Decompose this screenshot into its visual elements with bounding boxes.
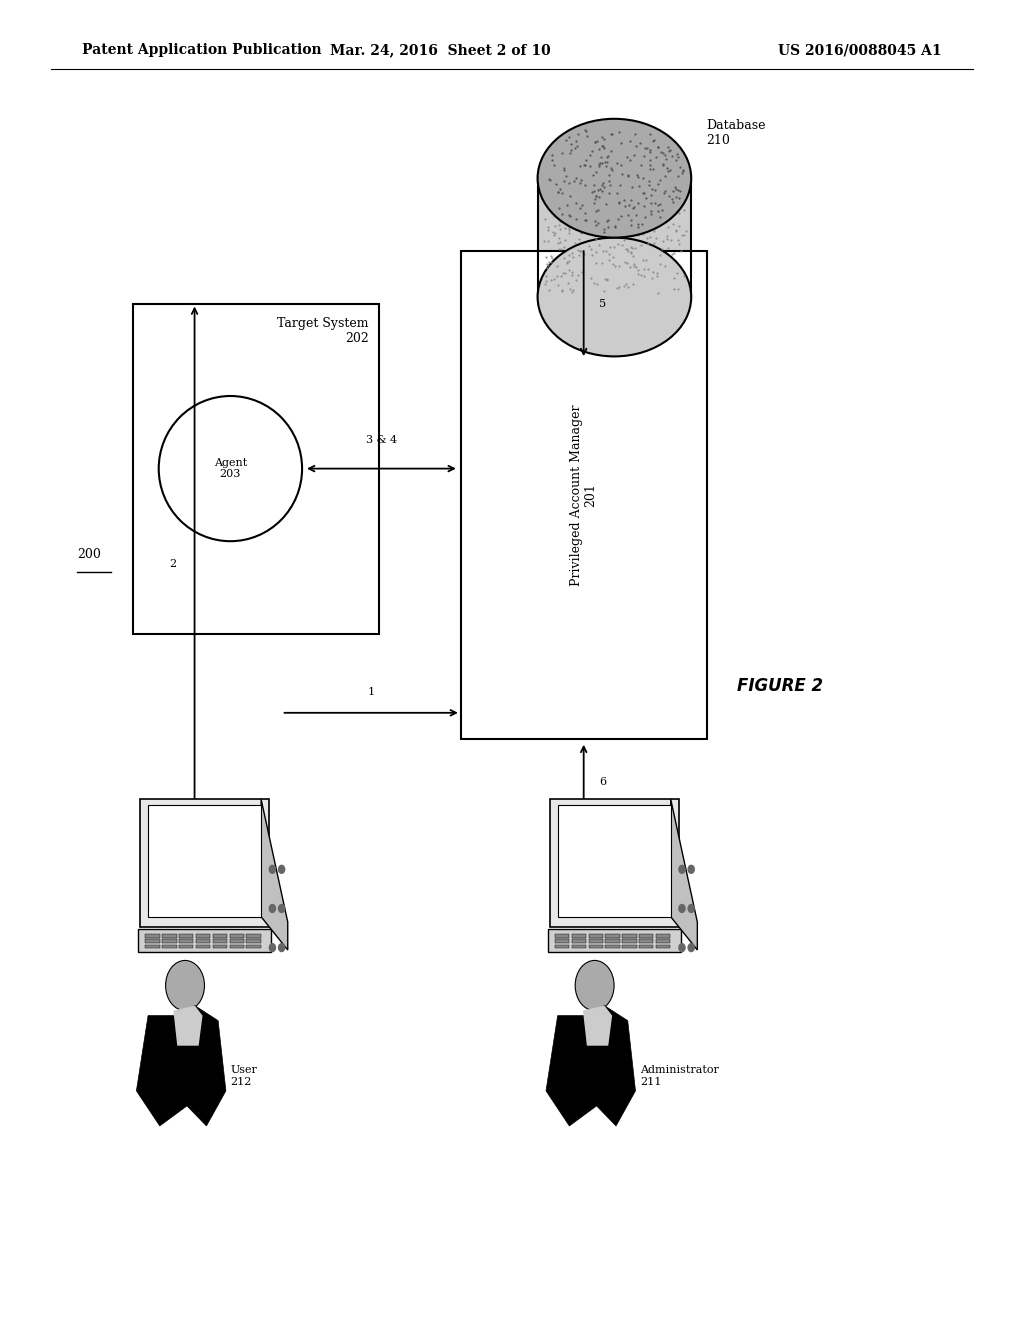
Bar [589,935,603,937]
Text: FIGURE 2: FIGURE 2 [737,677,823,696]
Polygon shape [173,1006,203,1045]
Bar [229,945,244,948]
Bar [213,940,227,942]
Polygon shape [538,178,691,297]
Bar [623,935,637,937]
Bar [229,935,244,937]
Circle shape [279,944,285,952]
Text: 200: 200 [77,548,100,561]
Bar [558,804,671,916]
Text: 3 & 4: 3 & 4 [366,434,397,445]
Polygon shape [671,799,697,950]
Bar [656,940,671,942]
Bar [571,940,586,942]
Bar [555,935,569,937]
Text: Target System
202: Target System 202 [278,317,369,345]
Polygon shape [583,1006,612,1045]
Circle shape [269,866,275,874]
Text: 2: 2 [169,560,176,569]
Ellipse shape [538,238,691,356]
Bar [247,940,261,942]
Text: Mar. 24, 2016  Sheet 2 of 10: Mar. 24, 2016 Sheet 2 of 10 [330,44,551,57]
Bar [555,945,569,948]
Bar [589,940,603,942]
Polygon shape [546,1006,636,1126]
Ellipse shape [159,396,302,541]
Bar [639,945,653,948]
Bar [550,799,679,927]
Bar [196,945,210,948]
Bar [229,940,244,942]
Text: Agent
203: Agent 203 [214,458,247,479]
Bar [589,945,603,948]
Circle shape [575,961,614,1011]
Bar [605,935,620,937]
Bar [571,935,586,937]
Bar [140,799,269,927]
Text: Administrator
211: Administrator 211 [640,1065,719,1086]
Bar [213,935,227,937]
Bar [162,940,176,942]
Bar [145,945,160,948]
Bar [656,935,671,937]
Circle shape [279,904,285,912]
Circle shape [679,866,685,874]
Bar [656,945,671,948]
Bar [196,935,210,937]
Bar [162,945,176,948]
Bar [213,945,227,948]
Bar [138,928,271,953]
Circle shape [166,961,205,1011]
Circle shape [269,944,275,952]
Text: US 2016/0088045 A1: US 2016/0088045 A1 [778,44,942,57]
Bar [605,940,620,942]
Bar [605,945,620,948]
Bar [145,940,160,942]
Bar [623,945,637,948]
Circle shape [679,944,685,952]
Bar [571,945,586,948]
Bar [555,940,569,942]
Circle shape [688,904,694,912]
Circle shape [279,866,285,874]
Bar [145,935,160,937]
Bar [196,940,210,942]
Circle shape [688,944,694,952]
Text: Privileged Account Manager
201: Privileged Account Manager 201 [569,404,598,586]
Text: 6: 6 [599,777,606,787]
Circle shape [679,904,685,912]
Bar [162,935,176,937]
Bar [148,804,261,916]
Text: Patent Application Publication: Patent Application Publication [82,44,322,57]
Text: 1: 1 [368,686,375,697]
Bar [133,304,379,634]
Bar [247,945,261,948]
Bar [179,940,194,942]
Polygon shape [261,799,288,950]
Bar [548,928,681,953]
Bar [461,251,707,739]
Polygon shape [136,1006,226,1126]
Ellipse shape [538,119,691,238]
Bar [179,945,194,948]
Bar [623,940,637,942]
Bar [639,940,653,942]
Text: User
212: User 212 [230,1065,257,1086]
Text: 5: 5 [599,298,606,309]
Circle shape [269,904,275,912]
Bar [179,935,194,937]
Circle shape [688,866,694,874]
Bar [247,935,261,937]
Bar [639,935,653,937]
Text: Database
210: Database 210 [707,119,766,147]
